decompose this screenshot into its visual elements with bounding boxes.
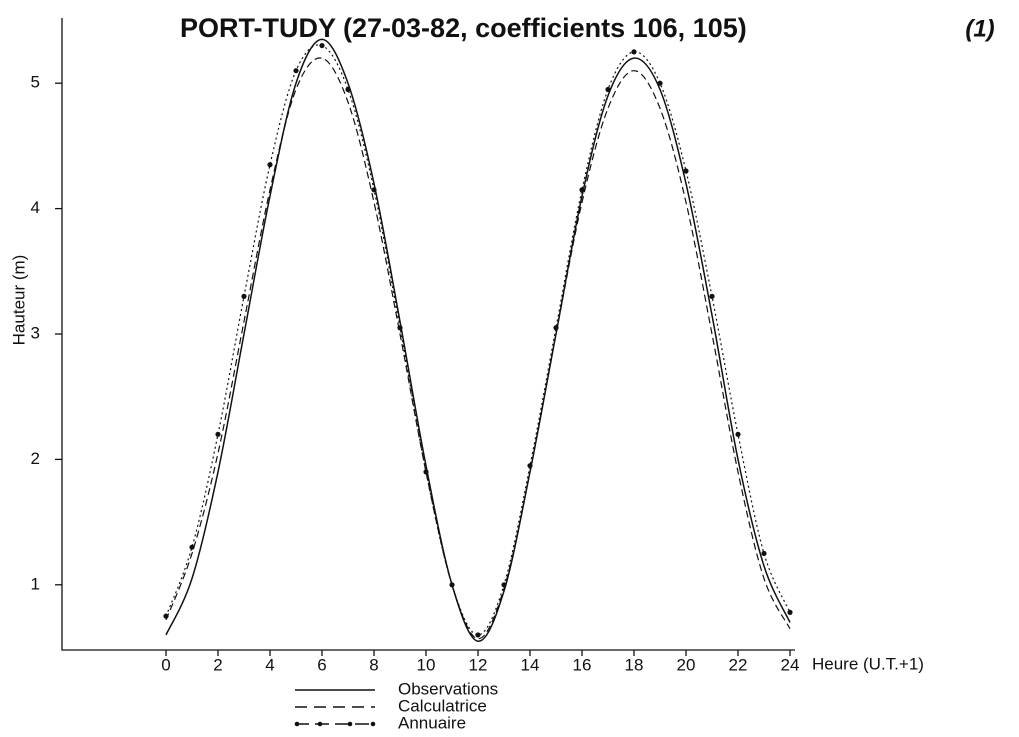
series-marker <box>241 293 247 299</box>
series-marker <box>501 582 507 588</box>
series-marker <box>709 293 715 299</box>
series-marker <box>371 187 377 193</box>
x-tick-label: 14 <box>521 655 540 674</box>
x-tick-label: 8 <box>369 655 378 674</box>
series-marker <box>631 49 637 55</box>
y-tick-label: 4 <box>31 198 40 217</box>
x-tick-label: 0 <box>161 655 170 674</box>
axes <box>61 18 795 651</box>
series-marker <box>345 86 351 93</box>
legend-marker <box>347 721 353 727</box>
series-marker <box>397 325 403 331</box>
series-marker <box>657 80 663 86</box>
x-tick-label: 6 <box>317 655 326 674</box>
x-tick-label: 10 <box>417 655 436 674</box>
series-marker <box>267 162 273 168</box>
series-marker <box>423 469 429 475</box>
series-line <box>165 38 791 642</box>
x-tick-label: 22 <box>729 655 748 674</box>
series-marker <box>215 431 221 437</box>
x-tick-label: 18 <box>625 655 644 674</box>
series-line <box>165 44 791 636</box>
series-marker <box>163 613 169 619</box>
series-marker <box>761 550 767 557</box>
series-marker <box>579 187 585 193</box>
x-tick-label: 24 <box>781 655 800 674</box>
y-tick-label: 5 <box>31 73 40 92</box>
series-marker <box>319 42 325 49</box>
series-marker <box>449 582 455 588</box>
series-marker <box>293 68 299 74</box>
x-tick-label: 16 <box>573 655 592 674</box>
series-marker <box>553 325 559 331</box>
chart-title: PORT-TUDY (27-03-82, coefficients 106, 1… <box>180 13 747 43</box>
legend-label: Annuaire <box>398 713 466 732</box>
series-marker <box>189 544 195 550</box>
series-marker <box>475 632 481 638</box>
y-axis-label: Hauteur (m) <box>9 255 28 346</box>
series-line <box>165 57 791 640</box>
x-tick-label: 4 <box>265 655 274 674</box>
series-marker <box>527 463 533 469</box>
y-tick-label: 3 <box>31 323 40 342</box>
series-marker <box>735 431 741 437</box>
series-marker <box>787 609 793 615</box>
x-tick-label: 12 <box>469 655 488 674</box>
series-marker <box>683 168 689 174</box>
legend-label: Observations <box>398 679 498 698</box>
legend-label: Calculatrice <box>398 696 487 715</box>
x-tick-label: 20 <box>677 655 696 674</box>
x-tick-label: 2 <box>213 655 222 674</box>
y-tick-label: 1 <box>31 574 40 593</box>
series-marker <box>605 86 611 93</box>
y-tick-label: 2 <box>31 449 40 468</box>
legend-marker <box>370 721 376 727</box>
legend-marker <box>317 721 323 727</box>
legend-marker <box>294 721 300 727</box>
x-axis-label: Heure (U.T.+1) <box>812 654 924 673</box>
chart-note: (1) <box>965 15 994 42</box>
